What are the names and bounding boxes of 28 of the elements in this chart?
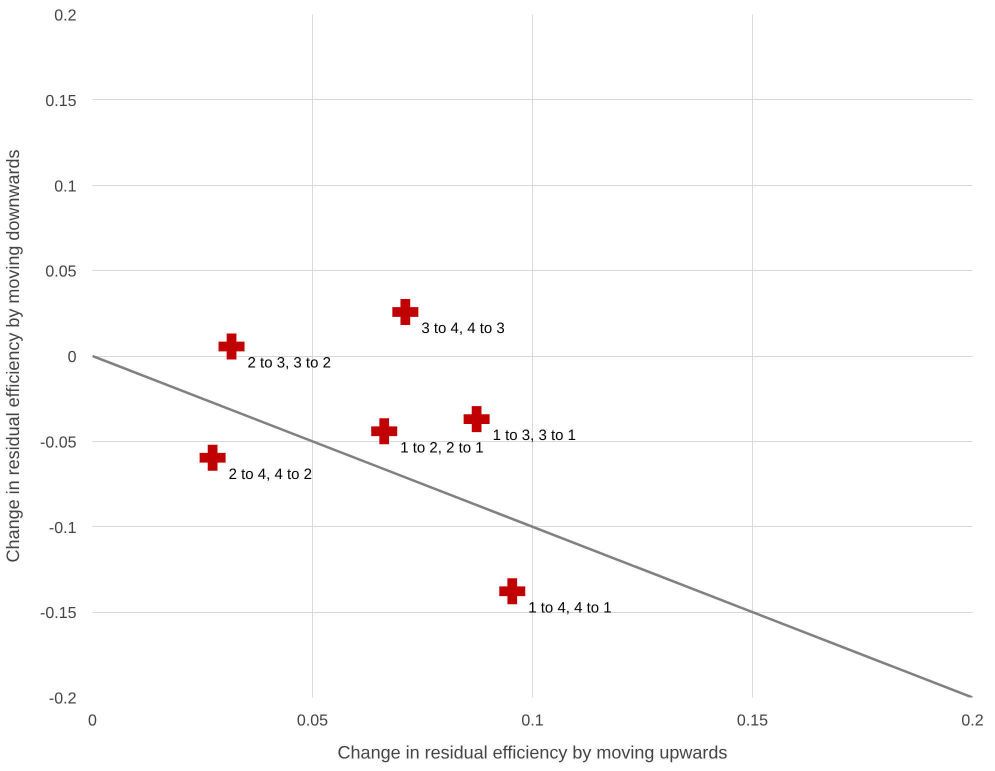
y-tick-label: 0: [68, 349, 77, 366]
x-tick-label: 0: [88, 712, 98, 730]
x-tick-label: 0.15: [736, 712, 768, 730]
point: [499, 578, 526, 604]
y-tick-label: 0.15: [45, 92, 77, 110]
y-axis-title: Change in residual efficiency by moving downwards: [3, 150, 24, 562]
x-tick-label: 0.2: [961, 712, 984, 730]
point: [200, 444, 226, 471]
point: [464, 406, 490, 432]
y-tick-label: 0.1: [54, 178, 77, 196]
annotation: 1 to 2, 2 to 1: [400, 439, 484, 456]
annotation: 1 to 4, 4 to 1: [528, 599, 612, 616]
point: [392, 298, 418, 325]
point: [371, 418, 398, 444]
y-tick-label: -0.05: [40, 434, 77, 452]
point: [218, 333, 245, 360]
y-tick-label: -0.2: [48, 690, 77, 708]
annotation: 2 to 3, 3 to 2: [248, 354, 331, 372]
annotation: 3 to 4, 4 to 3: [421, 320, 505, 337]
x-axis-title: Change in residual efficiency by moving upwards: [338, 742, 728, 762]
x-tick-label: 0.05: [296, 712, 328, 730]
x-tick-label: 0.1: [521, 712, 544, 730]
y-tick-label: 0.05: [45, 264, 77, 281]
annotation: 1 to 3, 3 to 1: [492, 427, 576, 444]
y-tick-label: -0.1: [48, 520, 77, 537]
y-tick-label: -0.15: [40, 605, 77, 622]
annotation: 2 to 4, 4 to 2: [228, 466, 312, 483]
y-tick-label: 0.2: [54, 8, 77, 24]
